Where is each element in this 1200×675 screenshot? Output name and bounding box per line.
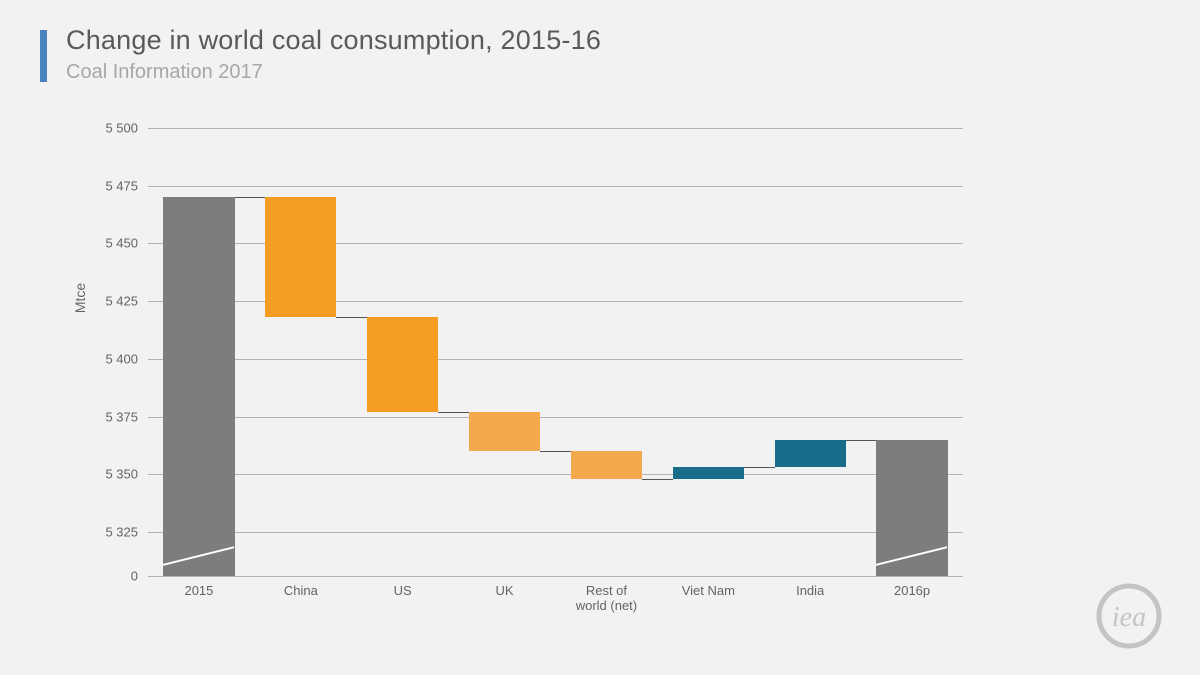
y-tick-label: 5 500: [105, 121, 138, 136]
y-tick-label: 5 325: [105, 525, 138, 540]
canvas: Change in world coal consumption, 2015-1…: [0, 0, 1200, 675]
decrease-bar: [571, 451, 642, 479]
chart-subtitle: Coal Information 2017: [66, 61, 263, 84]
x-tick-label: India: [762, 584, 859, 599]
connector-line: [642, 479, 673, 480]
logo-text: iea: [1112, 602, 1146, 633]
y-tick-label: 0: [131, 569, 138, 584]
x-tick-label: Viet Nam: [660, 584, 757, 599]
y-tick-label: 5 475: [105, 178, 138, 193]
increase-bar: [775, 440, 846, 468]
total-bar: [163, 197, 234, 576]
connector-line: [540, 451, 571, 452]
plot-region: 05 3255 3505 3755 4005 4255 4505 4755 50…: [148, 128, 963, 576]
y-tick-label: 5 350: [105, 467, 138, 482]
gridline: [148, 474, 963, 475]
connector-line: [235, 197, 266, 198]
iea-logo: iea: [1094, 581, 1164, 651]
gridline: [148, 576, 963, 577]
y-tick-label: 5 450: [105, 236, 138, 251]
chart-title: Change in world coal consumption, 2015-1…: [66, 25, 601, 56]
connector-line: [438, 412, 469, 413]
connector-line: [744, 467, 775, 468]
y-tick-label: 5 375: [105, 409, 138, 424]
x-tick-label: 2015: [151, 584, 248, 599]
x-tick-label: Rest ofworld (net): [558, 584, 655, 614]
y-tick-label: 5 400: [105, 351, 138, 366]
gridline: [148, 128, 963, 129]
decrease-bar: [265, 197, 336, 317]
x-tick-label: 2016p: [864, 584, 961, 599]
gridline: [148, 532, 963, 533]
y-axis-label: Mtce: [72, 283, 88, 313]
decrease-bar: [367, 317, 438, 412]
chart-area: Mtce 05 3255 3505 3755 4005 4255 4505 47…: [148, 128, 963, 576]
gridline: [148, 359, 963, 360]
x-tick-label: China: [252, 584, 349, 599]
connector-line: [336, 317, 367, 318]
gridline: [148, 417, 963, 418]
gridline: [148, 186, 963, 187]
title-accent-bar: [40, 30, 47, 82]
x-tick-label: UK: [456, 584, 553, 599]
connector-line: [846, 440, 877, 441]
y-tick-label: 5 425: [105, 294, 138, 309]
x-tick-label: US: [354, 584, 451, 599]
decrease-bar: [469, 412, 540, 451]
increase-bar: [673, 467, 744, 479]
